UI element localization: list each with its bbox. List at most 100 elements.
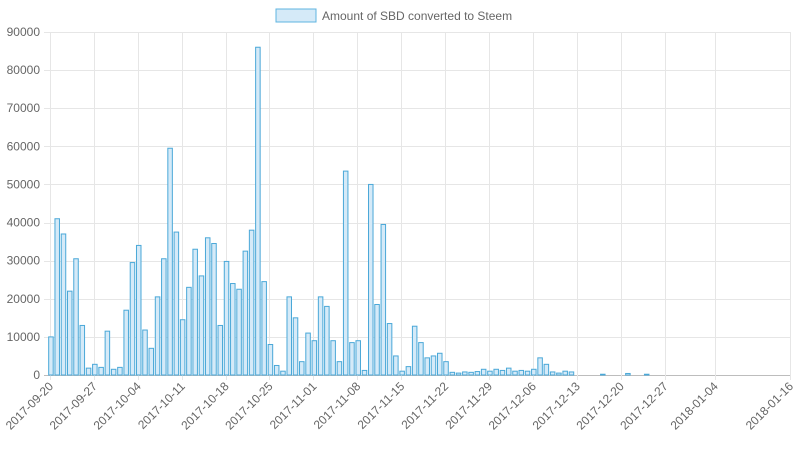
- bar[interactable]: [361, 369, 368, 376]
- bar[interactable]: [98, 366, 104, 376]
- bar[interactable]: [505, 367, 512, 376]
- bar[interactable]: [223, 260, 230, 376]
- bar[interactable]: [242, 250, 249, 376]
- bar[interactable]: [273, 364, 280, 376]
- bar[interactable]: [123, 309, 129, 376]
- y-tick-label: 20000: [7, 292, 41, 306]
- chart-legend[interactable]: Amount of SBD converted to Steem: [275, 8, 512, 23]
- y-tick-label: 0: [33, 368, 40, 382]
- bar[interactable]: [556, 372, 562, 376]
- bar[interactable]: [129, 262, 136, 376]
- x-tick-label: 2017-12-27: [617, 379, 671, 433]
- bar[interactable]: [173, 231, 180, 376]
- bar[interactable]: [85, 367, 92, 376]
- bar[interactable]: [480, 368, 487, 376]
- bar[interactable]: [236, 288, 242, 376]
- bar[interactable]: [493, 368, 499, 376]
- bar[interactable]: [186, 286, 192, 376]
- bar[interactable]: [405, 366, 412, 376]
- bar[interactable]: [66, 290, 73, 376]
- bar[interactable]: [512, 370, 518, 376]
- bar[interactable]: [543, 363, 550, 376]
- bar[interactable]: [562, 370, 568, 376]
- bar[interactable]: [317, 296, 324, 376]
- bar[interactable]: [73, 258, 79, 376]
- bar[interactable]: [524, 370, 531, 376]
- bar[interactable]: [292, 317, 299, 376]
- bar[interactable]: [449, 371, 456, 376]
- bar[interactable]: [324, 305, 330, 376]
- bar[interactable]: [531, 368, 537, 376]
- bar[interactable]: [336, 361, 343, 376]
- bar[interactable]: [142, 329, 148, 376]
- bar[interactable]: [499, 369, 506, 376]
- bar[interactable]: [154, 296, 161, 376]
- bar[interactable]: [230, 283, 236, 376]
- y-tick-label: 70000: [7, 101, 41, 115]
- legend-swatch: [275, 8, 317, 23]
- bar[interactable]: [248, 229, 255, 376]
- bar[interactable]: [217, 324, 224, 376]
- bar[interactable]: [455, 372, 462, 376]
- bar[interactable]: [54, 218, 60, 376]
- bar[interactable]: [418, 342, 424, 376]
- bar[interactable]: [261, 281, 267, 376]
- bar[interactable]: [299, 361, 305, 376]
- y-tick-label: 90000: [7, 25, 41, 39]
- bar[interactable]: [643, 373, 650, 376]
- bar[interactable]: [179, 319, 186, 376]
- bar[interactable]: [537, 357, 543, 376]
- bar[interactable]: [411, 325, 418, 376]
- bar[interactable]: [462, 371, 468, 376]
- bar-series: [48, 46, 650, 376]
- bar[interactable]: [192, 248, 198, 376]
- bar[interactable]: [424, 357, 430, 376]
- bar[interactable]: [474, 371, 481, 376]
- bar[interactable]: [368, 183, 374, 376]
- bar[interactable]: [286, 296, 293, 376]
- bar[interactable]: [355, 340, 361, 376]
- y-axis: 0 10000 20000 30000 40000 50000 60000 70000 8000…: [7, 25, 41, 382]
- bar[interactable]: [198, 275, 205, 376]
- y-tick-label: 10000: [7, 330, 41, 344]
- bar[interactable]: [161, 258, 167, 376]
- bar[interactable]: [393, 355, 399, 376]
- bar[interactable]: [92, 363, 98, 376]
- bar[interactable]: [625, 372, 631, 376]
- bar[interactable]: [117, 366, 123, 376]
- bar[interactable]: [267, 344, 274, 376]
- bar[interactable]: [430, 355, 437, 376]
- bar[interactable]: [60, 233, 67, 376]
- bar[interactable]: [549, 371, 556, 376]
- bar[interactable]: [468, 371, 474, 376]
- bar[interactable]: [443, 361, 449, 376]
- bar[interactable]: [518, 369, 525, 376]
- bar[interactable]: [568, 371, 575, 376]
- bar[interactable]: [374, 303, 380, 376]
- bar[interactable]: [380, 223, 387, 376]
- bar[interactable]: [386, 323, 393, 376]
- bar[interactable]: [135, 244, 142, 376]
- bar[interactable]: [48, 336, 54, 376]
- bar[interactable]: [311, 340, 318, 376]
- bar[interactable]: [280, 370, 286, 376]
- x-tick-label: 2018-01-16: [743, 379, 797, 433]
- bar[interactable]: [148, 347, 155, 376]
- bar[interactable]: [399, 370, 405, 376]
- bar[interactable]: [600, 373, 606, 376]
- bar[interactable]: [104, 330, 111, 376]
- bar[interactable]: [204, 237, 211, 376]
- bar[interactable]: [487, 370, 493, 376]
- bar[interactable]: [342, 170, 349, 376]
- bar[interactable]: [167, 147, 173, 376]
- bar[interactable]: [79, 324, 86, 376]
- bar[interactable]: [110, 368, 117, 376]
- bar[interactable]: [349, 342, 355, 376]
- bar[interactable]: [330, 340, 336, 376]
- bar[interactable]: [255, 46, 261, 376]
- bar[interactable]: [211, 243, 217, 376]
- bar[interactable]: [436, 352, 443, 376]
- legend-label: Amount of SBD converted to Steem: [322, 9, 512, 23]
- bar[interactable]: [305, 332, 311, 376]
